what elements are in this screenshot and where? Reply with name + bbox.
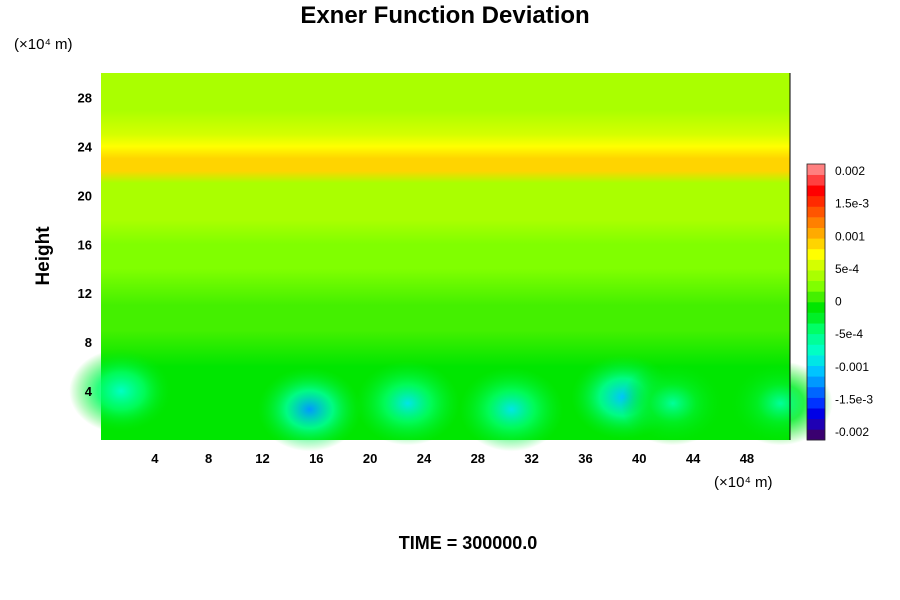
- x-tick-label: 8: [205, 451, 212, 466]
- y-tick-label: 12: [78, 286, 92, 301]
- colorbar-tick-label: -1.5e-3: [835, 392, 873, 406]
- colorbar-tick-label: -0.001: [835, 360, 869, 374]
- colorbar-segment: [807, 344, 825, 356]
- colorbar-segment: [807, 164, 825, 175]
- x-tick-label: 20: [363, 451, 377, 466]
- colorbar-tick-label: -5e-4: [835, 327, 863, 341]
- y-axis-unit-label: (×10⁴ m): [14, 36, 73, 53]
- x-axis-unit-label: (×10⁴ m): [714, 474, 773, 491]
- colorbar-segment: [807, 429, 825, 441]
- colorbar-segment: [807, 386, 825, 398]
- colorbar-frame: [806, 163, 826, 441]
- colorbar-segment: [807, 248, 825, 260]
- colorbar-segment: [807, 376, 825, 388]
- y-ticks: 4 8 12 16 20 24 28: [78, 90, 93, 399]
- colorbar-segment: [807, 333, 825, 345]
- colorbar-segment: [807, 418, 825, 430]
- colorbar-segment: [807, 323, 825, 335]
- x-tick-label: 24: [417, 451, 432, 466]
- colorbar-segment: [807, 312, 825, 324]
- colorbar-segment: [807, 185, 825, 197]
- colorbar-segment: [807, 280, 825, 292]
- colorbar-tick-label: 0: [835, 295, 842, 309]
- chart-title: Exner Function Deviation: [300, 2, 589, 29]
- colorbar-segment: [807, 302, 825, 313]
- anomaly-blob: [69, 349, 174, 434]
- colorbar-segment: [807, 238, 825, 250]
- colorbar-segment: [807, 259, 825, 271]
- colorbar-tick-label: 1.5e-3: [835, 197, 869, 211]
- colorbar-segment: [807, 227, 825, 239]
- y-tick-label: 24: [78, 139, 93, 154]
- anomaly-blob: [257, 367, 362, 452]
- y-tick-label: 16: [78, 237, 92, 252]
- x-tick-label: 4: [151, 451, 159, 466]
- anomaly-blob: [355, 361, 460, 446]
- anomaly-blob: [620, 361, 725, 446]
- colorbar-segment: [807, 270, 825, 282]
- colorbar-segment: [807, 174, 825, 186]
- x-tick-label: 12: [255, 451, 269, 466]
- colorbar-segment: [807, 408, 825, 420]
- x-tick-label: 32: [524, 451, 538, 466]
- anomaly-blob: [728, 361, 833, 446]
- y-tick-label: 28: [78, 90, 92, 105]
- y-tick-label: 8: [85, 335, 92, 350]
- colorbar-tick-label: 0.002: [835, 164, 865, 178]
- colorbar-tick-label: 5e-4: [835, 262, 859, 276]
- colorbar-segment: [807, 365, 825, 377]
- y-tick-label: 20: [78, 188, 92, 203]
- colorbar-segment: [807, 195, 825, 207]
- colorbar-tick-label: 0.001: [835, 229, 865, 243]
- colorbar-segment: [807, 355, 825, 366]
- y-axis-label: Height: [33, 226, 54, 286]
- y-tick-label: 4: [85, 384, 93, 399]
- time-label: TIME = 300000.0: [399, 533, 538, 553]
- colorbar-segment: [807, 291, 825, 303]
- x-ticks: 4 8 12 16 20 24 28 32 36 40 44 48: [151, 451, 754, 466]
- x-tick-label: 40: [632, 451, 646, 466]
- plot-area: [69, 73, 833, 452]
- colorbar: 0.002 1.5e-3 0.001 5e-4 0 -5e-4 -0.001 -1.5e-3 -…: [806, 163, 873, 441]
- x-tick-label: 28: [471, 451, 485, 466]
- x-tick-label: 44: [686, 451, 701, 466]
- x-tick-label: 16: [309, 451, 323, 466]
- colorbar-segment: [807, 206, 825, 218]
- colorbar-segment: [807, 397, 825, 409]
- colorbar-segment: [807, 217, 825, 228]
- anomaly-blob: [459, 367, 564, 452]
- colorbar-tick-label: -0.002: [835, 425, 869, 439]
- x-tick-label: 36: [578, 451, 592, 466]
- x-tick-label: 48: [740, 451, 754, 466]
